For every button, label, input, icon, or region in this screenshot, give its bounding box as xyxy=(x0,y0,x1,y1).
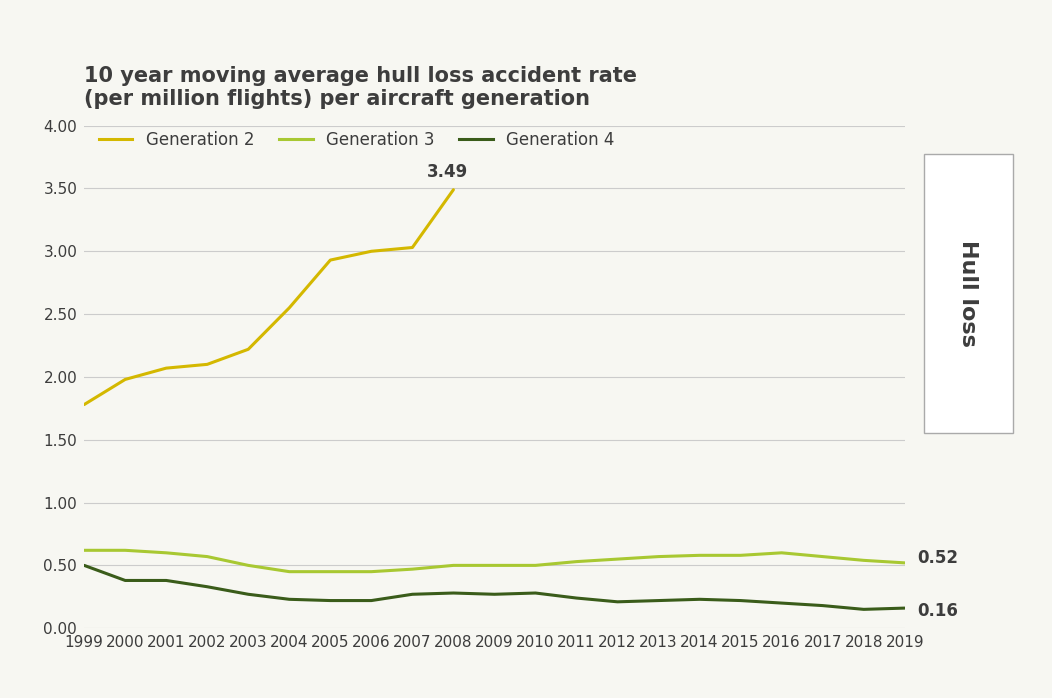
Generation 3 xyxy=(775,549,788,557)
Generation 3 xyxy=(529,561,542,570)
Generation 4 xyxy=(447,589,460,597)
Generation 3 xyxy=(365,567,378,576)
Text: Hull loss: Hull loss xyxy=(958,239,978,347)
Text: 10 year moving average hull loss accident rate
(per million flights) per aircraf: 10 year moving average hull loss acciden… xyxy=(84,66,638,109)
Generation 4 xyxy=(365,596,378,604)
Generation 2 xyxy=(365,247,378,255)
Generation 3 xyxy=(242,561,255,570)
Generation 2 xyxy=(242,345,255,353)
Text: 0.16: 0.16 xyxy=(917,602,958,620)
Generation 4 xyxy=(242,590,255,598)
Generation 3 xyxy=(611,555,624,563)
Generation 3 xyxy=(570,558,583,566)
Generation 3 xyxy=(816,552,829,560)
Generation 4 xyxy=(324,596,337,604)
Generation 3 xyxy=(734,551,747,560)
Generation 4 xyxy=(529,589,542,597)
Generation 3 xyxy=(78,546,90,554)
Generation 2 xyxy=(406,244,419,252)
Generation 2 xyxy=(78,401,90,409)
Generation 4 xyxy=(488,590,501,598)
Generation 3 xyxy=(488,561,501,570)
Legend: Generation 2, Generation 3, Generation 4: Generation 2, Generation 3, Generation 4 xyxy=(93,124,621,155)
Generation 4 xyxy=(201,583,214,591)
Generation 2 xyxy=(447,186,460,194)
Generation 4 xyxy=(652,596,665,604)
Generation 4 xyxy=(775,599,788,607)
Generation 4 xyxy=(898,604,911,612)
Line: Generation 4: Generation 4 xyxy=(84,565,905,609)
Line: Generation 2: Generation 2 xyxy=(84,190,453,405)
Generation 2 xyxy=(201,360,214,369)
Text: 3.49: 3.49 xyxy=(427,163,468,181)
Generation 3 xyxy=(898,558,911,567)
Generation 3 xyxy=(652,552,665,560)
Generation 3 xyxy=(324,567,337,576)
Generation 3 xyxy=(857,556,870,565)
Generation 4 xyxy=(816,602,829,610)
Generation 4 xyxy=(611,597,624,606)
Generation 3 xyxy=(693,551,706,560)
Generation 4 xyxy=(406,590,419,598)
Generation 3 xyxy=(406,565,419,573)
Generation 4 xyxy=(734,596,747,604)
Generation 4 xyxy=(78,561,90,570)
Generation 4 xyxy=(857,605,870,614)
Text: 0.52: 0.52 xyxy=(917,549,958,567)
Generation 4 xyxy=(119,577,132,585)
Generation 3 xyxy=(283,567,296,576)
Generation 2 xyxy=(160,364,173,372)
Generation 4 xyxy=(160,577,173,585)
Line: Generation 3: Generation 3 xyxy=(84,550,905,572)
Generation 3 xyxy=(160,549,173,557)
Generation 2 xyxy=(119,376,132,384)
Generation 3 xyxy=(201,552,214,560)
Generation 4 xyxy=(283,595,296,604)
Generation 3 xyxy=(119,546,132,554)
Generation 4 xyxy=(693,595,706,604)
Generation 4 xyxy=(570,594,583,602)
Generation 2 xyxy=(324,256,337,265)
Generation 2 xyxy=(283,304,296,312)
Generation 3 xyxy=(447,561,460,570)
